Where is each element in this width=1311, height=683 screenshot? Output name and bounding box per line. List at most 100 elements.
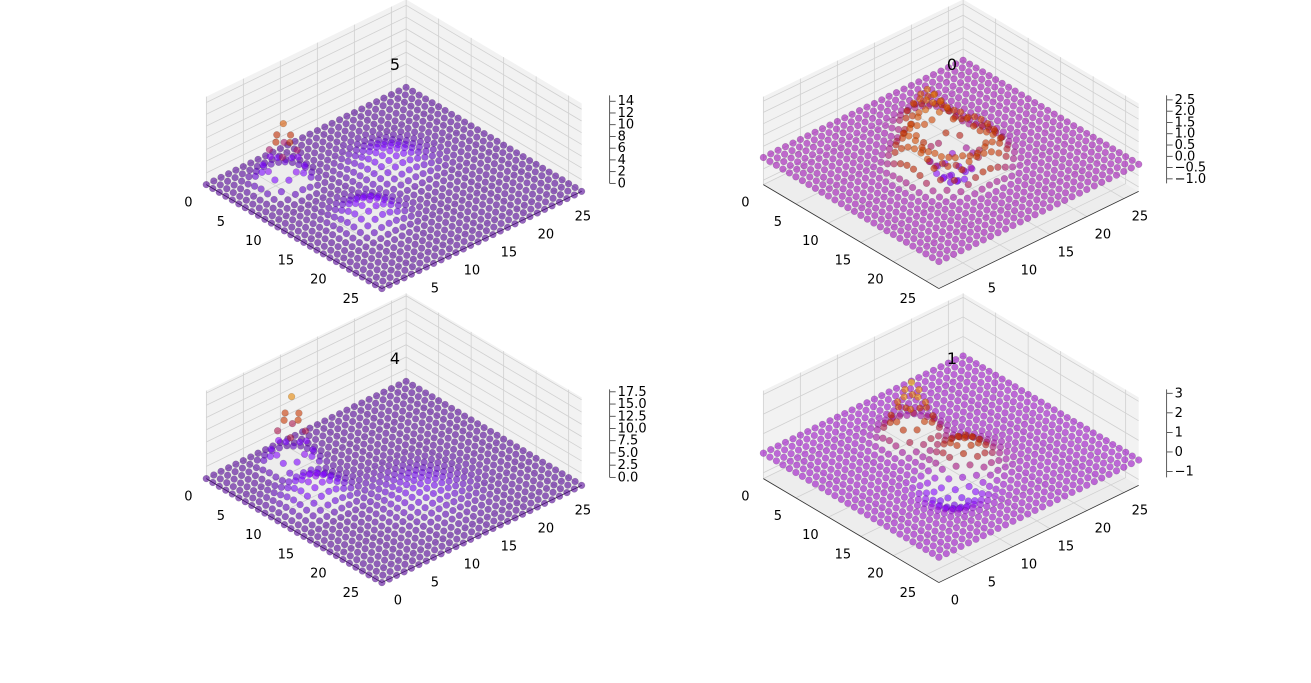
data-point [472,197,480,205]
data-point [373,560,381,568]
data-point [867,417,876,426]
data-point [1062,181,1071,190]
data-point [452,248,460,257]
data-point [850,447,858,455]
data-point [555,492,564,500]
data-point [950,176,959,185]
data-point [892,442,900,450]
y-tick-label: 10 [1021,264,1038,279]
data-point [363,165,372,173]
data-point [422,263,430,271]
data-point [928,197,936,206]
data-point [303,208,312,217]
data-point [413,518,421,526]
data-point [343,218,352,227]
data-point [856,451,865,459]
data-point [1023,454,1032,462]
data-point [963,82,971,91]
data-point [1102,437,1110,445]
data-point [435,214,443,223]
data-point [376,124,385,132]
data-point [522,480,530,489]
data-point [453,177,462,186]
data-point [468,464,476,472]
data-point [282,503,290,511]
data-point [323,219,331,227]
y-tick-label: 15 [501,246,518,261]
data-point [779,165,787,173]
data-point [1076,421,1084,429]
data-point [405,166,413,174]
data-point [1070,473,1078,482]
data-point [1063,174,1071,182]
data-point [1046,203,1054,212]
data-point [888,124,896,132]
data-point [902,114,910,122]
data-point [267,219,276,227]
data-point [902,479,910,487]
data-point [1112,467,1121,475]
data-point [371,281,380,289]
data-point [468,170,476,179]
data-point [882,474,890,482]
data-point [1033,428,1042,436]
data-point [958,165,966,174]
data-point [1074,140,1082,149]
data-point [406,156,414,164]
data-point [956,131,964,140]
data-point [224,170,233,178]
data-point [495,178,503,187]
data-point [934,209,942,217]
data-point [886,197,895,205]
data-point [989,98,997,106]
z-tick-label: −1.0 [1175,172,1207,187]
data-point [891,103,899,112]
data-point [840,473,848,481]
data-point [364,458,373,467]
data-point [230,181,238,189]
data-point [451,200,459,208]
data-point [524,171,532,180]
data-point [1007,117,1016,125]
data-point [815,450,823,458]
data-point [1017,210,1025,219]
data-point [431,132,439,140]
data-point [390,538,398,546]
data-point [890,110,898,118]
data-point [410,191,418,199]
data-point [378,458,387,467]
data-point [430,139,438,147]
data-point [485,498,493,506]
data-point [527,499,535,507]
data-point [1010,510,1018,518]
data-point [1099,459,1108,467]
data-point [1040,432,1048,440]
data-point [888,478,896,486]
y-tick-label: 20 [1095,228,1112,243]
data-point [408,95,416,103]
data-point [1011,495,1020,503]
data-point [414,448,423,456]
data-point [480,423,488,432]
z-tick-label: 0 [1175,445,1183,460]
data-point [337,513,345,522]
data-point [373,194,381,202]
data-point [481,528,490,536]
data-point [981,221,989,229]
data-point [1022,173,1030,181]
data-point [496,227,504,235]
data-point [940,509,948,517]
data-point [395,255,404,263]
data-point [850,207,859,216]
data-point [1049,469,1058,478]
data-point [293,234,302,243]
data-point [479,486,488,494]
data-point [318,478,326,486]
data-point [908,193,916,202]
data-point [1045,450,1053,459]
data-point [935,553,943,561]
data-point [862,110,870,119]
data-point [215,188,223,196]
data-point [329,517,338,526]
data-point [1010,502,1019,510]
